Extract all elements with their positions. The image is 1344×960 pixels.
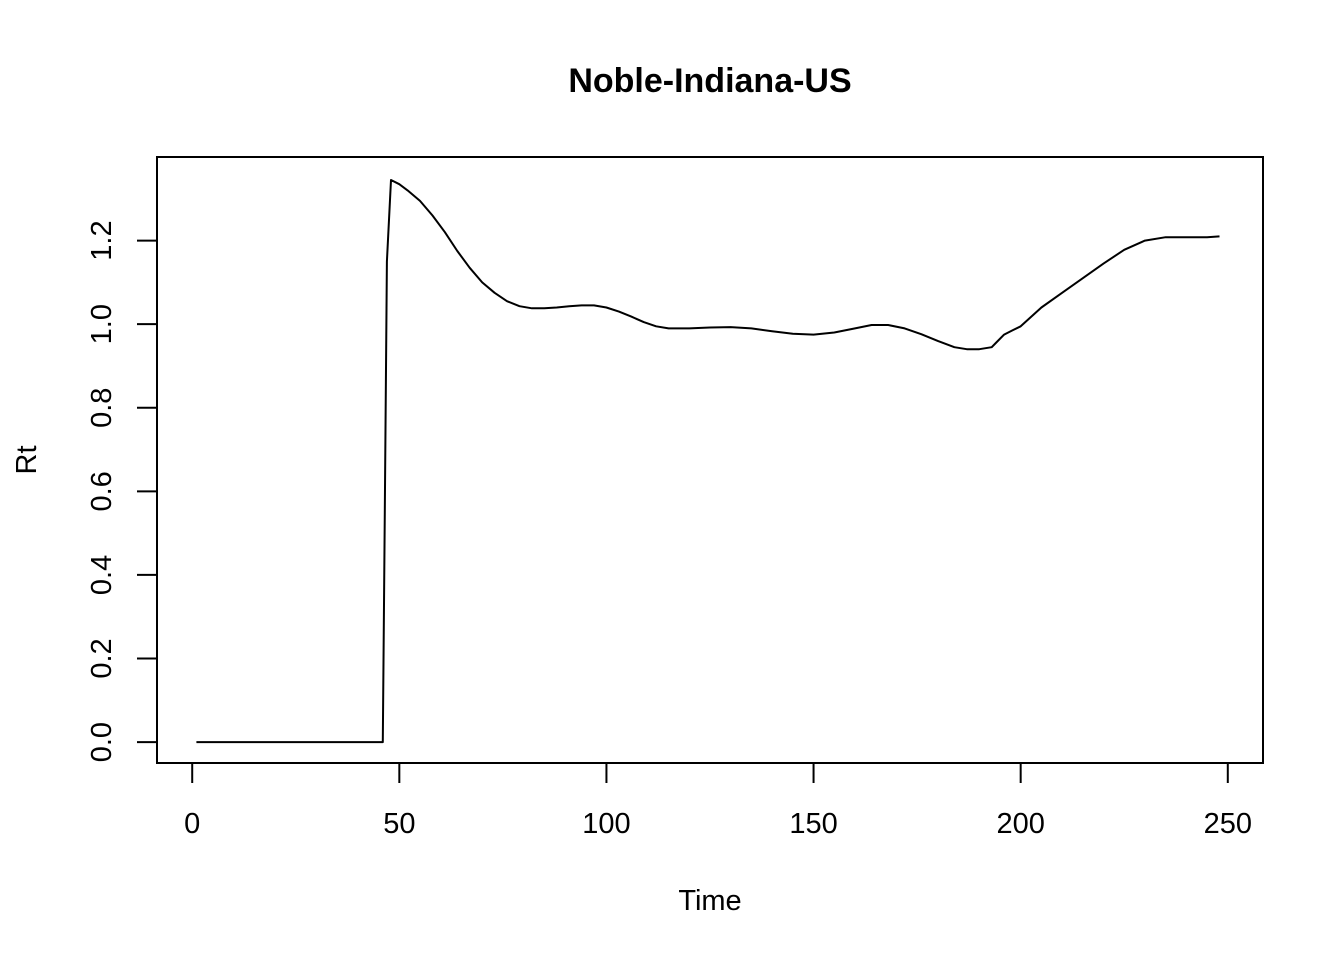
- y-tick-label: 1.0: [86, 304, 118, 344]
- y-tick-label: 0.0: [86, 722, 118, 762]
- y-tick-label: 0.6: [86, 471, 118, 511]
- x-axis-label: Time: [678, 885, 741, 917]
- y-tick-label: 0.8: [86, 388, 118, 428]
- series-line: [196, 179, 1220, 744]
- y-tick-label: 0.2: [86, 638, 118, 678]
- x-tick-label: 0: [184, 808, 200, 840]
- x-tick-label: 50: [383, 808, 415, 840]
- x-tick-label: 100: [582, 808, 630, 840]
- plot-frame: [156, 156, 1264, 764]
- x-tick-label: 150: [789, 808, 837, 840]
- chart-title: Noble-Indiana-US: [568, 62, 851, 100]
- x-tick-label: 200: [996, 808, 1044, 840]
- series-layer: [196, 179, 1220, 744]
- y-tick-label: 0.4: [86, 555, 118, 595]
- y-axis: 0.0 0.2 0.4 0.6 0.8 1.0 1.2: [86, 220, 158, 762]
- x-axis: 0 50 100 150 200 250: [184, 762, 1252, 840]
- x-tick-label: 250: [1204, 808, 1252, 840]
- y-axis-label: Rt: [11, 446, 43, 475]
- y-tick-label: 1.2: [86, 220, 118, 260]
